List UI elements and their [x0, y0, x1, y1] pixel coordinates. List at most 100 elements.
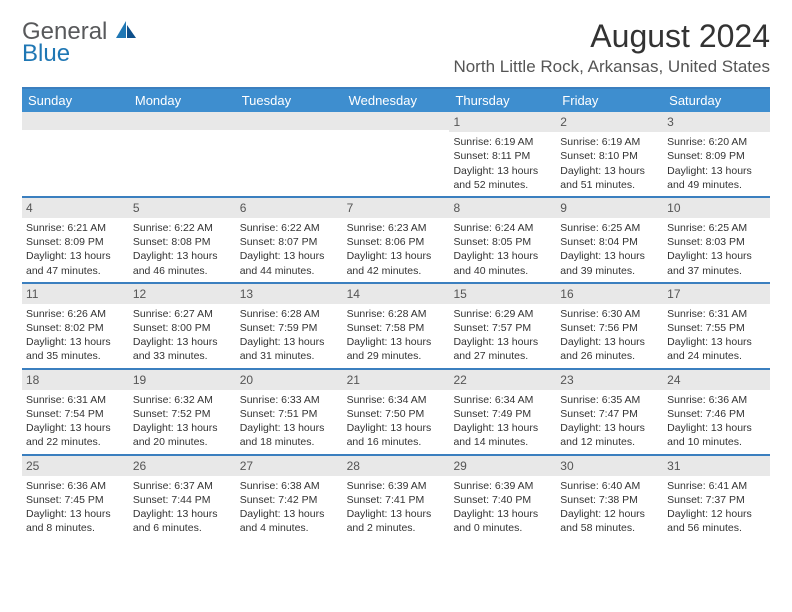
- sunrise-text: Sunrise: 6:39 AM: [347, 479, 446, 493]
- sunset-text: Sunset: 8:06 PM: [347, 235, 446, 249]
- sunrise-text: Sunrise: 6:29 AM: [453, 307, 552, 321]
- daylight-text: Daylight: 13 hours: [240, 507, 339, 521]
- daylight-text: Daylight: 13 hours: [453, 249, 552, 263]
- week-row: 25Sunrise: 6:36 AMSunset: 7:45 PMDayligh…: [22, 454, 770, 540]
- day-number: [129, 112, 236, 130]
- day-number: 4: [22, 198, 129, 218]
- day-cell: 2Sunrise: 6:19 AMSunset: 8:10 PMDaylight…: [556, 112, 663, 196]
- day-cell: [236, 112, 343, 196]
- daylight-text: and 52 minutes.: [453, 178, 552, 192]
- sunrise-text: Sunrise: 6:23 AM: [347, 221, 446, 235]
- sunset-text: Sunset: 7:47 PM: [560, 407, 659, 421]
- weekday-mon: Monday: [129, 89, 236, 112]
- logo: General Blue: [22, 20, 138, 66]
- day-number: 10: [663, 198, 770, 218]
- weekday-row: Sunday Monday Tuesday Wednesday Thursday…: [22, 89, 770, 112]
- day-cell: [22, 112, 129, 196]
- sunrise-text: Sunrise: 6:39 AM: [453, 479, 552, 493]
- day-cell: 3Sunrise: 6:20 AMSunset: 8:09 PMDaylight…: [663, 112, 770, 196]
- daylight-text: and 40 minutes.: [453, 264, 552, 278]
- sunrise-text: Sunrise: 6:41 AM: [667, 479, 766, 493]
- day-cell: 18Sunrise: 6:31 AMSunset: 7:54 PMDayligh…: [22, 370, 129, 454]
- day-cell: 7Sunrise: 6:23 AMSunset: 8:06 PMDaylight…: [343, 198, 450, 282]
- day-cell: 23Sunrise: 6:35 AMSunset: 7:47 PMDayligh…: [556, 370, 663, 454]
- daylight-text: Daylight: 13 hours: [133, 249, 232, 263]
- sunset-text: Sunset: 7:57 PM: [453, 321, 552, 335]
- day-number: 1: [449, 112, 556, 132]
- day-cell: 21Sunrise: 6:34 AMSunset: 7:50 PMDayligh…: [343, 370, 450, 454]
- daylight-text: and 37 minutes.: [667, 264, 766, 278]
- logo-blue: Blue: [22, 42, 138, 66]
- day-number: 3: [663, 112, 770, 132]
- daylight-text: and 58 minutes.: [560, 521, 659, 535]
- day-cell: [129, 112, 236, 196]
- daylight-text: and 4 minutes.: [240, 521, 339, 535]
- daylight-text: and 35 minutes.: [26, 349, 125, 363]
- daylight-text: Daylight: 13 hours: [667, 164, 766, 178]
- daylight-text: and 51 minutes.: [560, 178, 659, 192]
- day-number: 27: [236, 456, 343, 476]
- week-row: 1Sunrise: 6:19 AMSunset: 8:11 PMDaylight…: [22, 112, 770, 196]
- day-cell: 20Sunrise: 6:33 AMSunset: 7:51 PMDayligh…: [236, 370, 343, 454]
- sunrise-text: Sunrise: 6:19 AM: [560, 135, 659, 149]
- sunset-text: Sunset: 7:40 PM: [453, 493, 552, 507]
- day-number: [343, 112, 450, 130]
- sunrise-text: Sunrise: 6:19 AM: [453, 135, 552, 149]
- daylight-text: Daylight: 13 hours: [453, 335, 552, 349]
- sunrise-text: Sunrise: 6:27 AM: [133, 307, 232, 321]
- week-row: 4Sunrise: 6:21 AMSunset: 8:09 PMDaylight…: [22, 196, 770, 282]
- sunset-text: Sunset: 8:04 PM: [560, 235, 659, 249]
- sunrise-text: Sunrise: 6:22 AM: [240, 221, 339, 235]
- sunrise-text: Sunrise: 6:35 AM: [560, 393, 659, 407]
- sunrise-text: Sunrise: 6:34 AM: [453, 393, 552, 407]
- day-number: 19: [129, 370, 236, 390]
- day-number: 25: [22, 456, 129, 476]
- daylight-text: Daylight: 13 hours: [667, 335, 766, 349]
- day-cell: 27Sunrise: 6:38 AMSunset: 7:42 PMDayligh…: [236, 456, 343, 540]
- day-cell: 8Sunrise: 6:24 AMSunset: 8:05 PMDaylight…: [449, 198, 556, 282]
- day-cell: 13Sunrise: 6:28 AMSunset: 7:59 PMDayligh…: [236, 284, 343, 368]
- month-title: August 2024: [453, 18, 770, 55]
- daylight-text: Daylight: 13 hours: [347, 507, 446, 521]
- daylight-text: and 31 minutes.: [240, 349, 339, 363]
- sunset-text: Sunset: 7:46 PM: [667, 407, 766, 421]
- sunrise-text: Sunrise: 6:26 AM: [26, 307, 125, 321]
- day-number: 6: [236, 198, 343, 218]
- sunrise-text: Sunrise: 6:40 AM: [560, 479, 659, 493]
- sunset-text: Sunset: 7:44 PM: [133, 493, 232, 507]
- daylight-text: and 49 minutes.: [667, 178, 766, 192]
- day-cell: 5Sunrise: 6:22 AMSunset: 8:08 PMDaylight…: [129, 198, 236, 282]
- sunset-text: Sunset: 7:42 PM: [240, 493, 339, 507]
- day-cell: 30Sunrise: 6:40 AMSunset: 7:38 PMDayligh…: [556, 456, 663, 540]
- daylight-text: and 42 minutes.: [347, 264, 446, 278]
- week-row: 18Sunrise: 6:31 AMSunset: 7:54 PMDayligh…: [22, 368, 770, 454]
- sunrise-text: Sunrise: 6:22 AM: [133, 221, 232, 235]
- daylight-text: Daylight: 13 hours: [347, 421, 446, 435]
- sunset-text: Sunset: 8:08 PM: [133, 235, 232, 249]
- sunrise-text: Sunrise: 6:28 AM: [347, 307, 446, 321]
- daylight-text: Daylight: 13 hours: [240, 335, 339, 349]
- day-cell: 12Sunrise: 6:27 AMSunset: 8:00 PMDayligh…: [129, 284, 236, 368]
- day-number: 9: [556, 198, 663, 218]
- sunrise-text: Sunrise: 6:24 AM: [453, 221, 552, 235]
- sunrise-text: Sunrise: 6:31 AM: [667, 307, 766, 321]
- day-number: 29: [449, 456, 556, 476]
- daylight-text: Daylight: 13 hours: [560, 421, 659, 435]
- sunset-text: Sunset: 7:59 PM: [240, 321, 339, 335]
- daylight-text: Daylight: 13 hours: [453, 507, 552, 521]
- sunrise-text: Sunrise: 6:21 AM: [26, 221, 125, 235]
- daylight-text: and 56 minutes.: [667, 521, 766, 535]
- daylight-text: and 0 minutes.: [453, 521, 552, 535]
- day-cell: 19Sunrise: 6:32 AMSunset: 7:52 PMDayligh…: [129, 370, 236, 454]
- daylight-text: Daylight: 13 hours: [667, 249, 766, 263]
- sunset-text: Sunset: 8:03 PM: [667, 235, 766, 249]
- day-number: 18: [22, 370, 129, 390]
- day-number: 16: [556, 284, 663, 304]
- daylight-text: Daylight: 13 hours: [453, 164, 552, 178]
- daylight-text: and 24 minutes.: [667, 349, 766, 363]
- day-cell: 9Sunrise: 6:25 AMSunset: 8:04 PMDaylight…: [556, 198, 663, 282]
- day-number: 17: [663, 284, 770, 304]
- day-number: [22, 112, 129, 130]
- daylight-text: and 44 minutes.: [240, 264, 339, 278]
- day-cell: 22Sunrise: 6:34 AMSunset: 7:49 PMDayligh…: [449, 370, 556, 454]
